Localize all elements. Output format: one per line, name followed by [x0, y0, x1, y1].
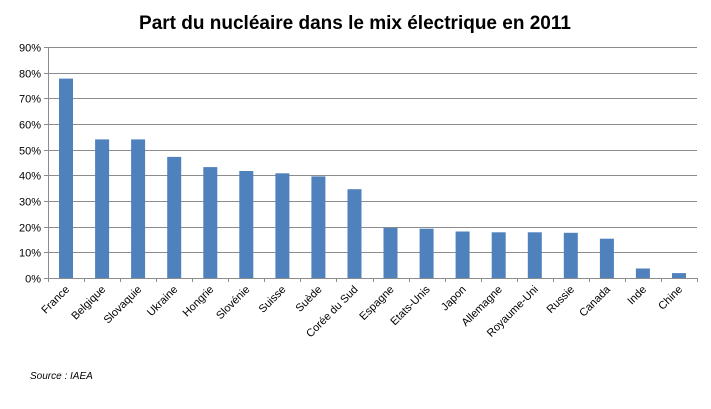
grid-lines: [48, 47, 697, 279]
x-tick-label: Japon: [439, 284, 469, 314]
y-tick-label: 90%: [19, 43, 41, 55]
x-tick-label: Russie: [545, 284, 577, 316]
x-tick-label: Chine: [656, 284, 685, 313]
x-tick-label: Etats-Unis: [388, 283, 433, 328]
source-note: Source : IAEA: [30, 371, 93, 382]
bar-france: [59, 78, 73, 278]
y-tick-label: 80%: [19, 69, 41, 81]
bar-espagne: [383, 227, 398, 278]
bar-slovaquie: [131, 139, 146, 278]
bar-hongrie: [203, 167, 218, 278]
bar-japon: [455, 231, 470, 278]
x-tick-label: Ukraine: [145, 284, 180, 319]
chart-title: Part du nucléaire dans le mix électrique…: [139, 13, 571, 34]
x-tick-label: Canada: [577, 283, 613, 319]
bar-ukraine: [167, 156, 182, 278]
y-tick-label: 20%: [19, 223, 41, 235]
y-tick-label: 70%: [19, 94, 41, 106]
x-tick-label: France: [39, 284, 72, 317]
bar-slov-nie: [239, 171, 254, 278]
y-tick-label: 10%: [19, 248, 41, 260]
x-tick-label: Slovénie: [214, 284, 252, 322]
bar-suisse: [275, 173, 290, 278]
y-tick-label: 30%: [19, 197, 41, 209]
y-axis: 0% 10% 20% 30% 40% 50% 60% 70% 80% 90%: [19, 43, 49, 286]
y-tick-label: 60%: [19, 120, 41, 132]
bar-allemagne: [491, 232, 506, 278]
bar-canada: [599, 238, 614, 278]
x-tick-label: Inde: [625, 284, 649, 308]
bar-su-de: [311, 176, 326, 278]
y-tick-label: 50%: [19, 146, 41, 158]
x-tick-label: Slovaquie: [102, 284, 145, 327]
bar-etats-unis: [419, 228, 434, 278]
x-tick-label: Hongrie: [181, 284, 217, 320]
y-tick-label: 0%: [25, 274, 41, 286]
x-tick-label: Suisse: [257, 284, 289, 316]
y-tick-label: 40%: [19, 171, 41, 183]
bars: [59, 78, 686, 278]
x-tick-label: Suède: [294, 284, 325, 315]
bar-chine: [672, 273, 686, 278]
bar-belgique: [95, 139, 110, 278]
bar-russie: [563, 232, 578, 278]
bar-royaume-uni: [527, 232, 542, 278]
bar-cor-e-du-sud: [347, 189, 362, 278]
bar-inde: [635, 268, 650, 278]
